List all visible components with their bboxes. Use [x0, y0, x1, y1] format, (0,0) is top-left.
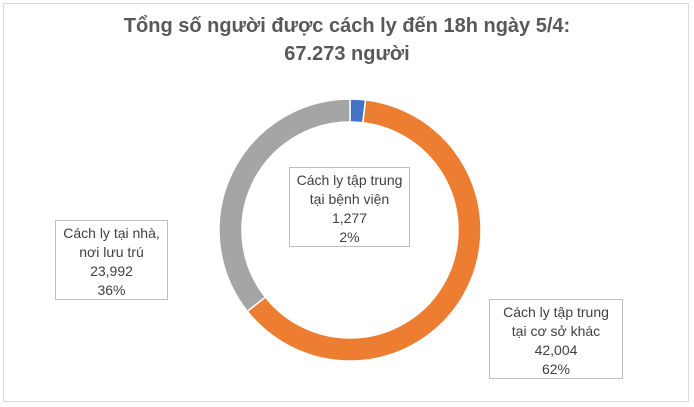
data-label-hospital-line-1: Cách ly tập trung [296, 172, 403, 188]
chart-frame [3, 3, 689, 402]
data-label-hospital-value: 1,277 [331, 210, 368, 226]
data-label-home-percent: 36% [97, 282, 126, 298]
data-label-hospital-percent: 2% [339, 229, 360, 245]
chart-title-line-1: Tổng số người được cách ly đến 18h ngày … [123, 15, 571, 37]
chart-title: Tổng số người được cách ly đến 18h ngày … [0, 12, 694, 68]
data-label-hospital: Cách ly tập trung tại bệnh viện 1,277 2% [289, 167, 410, 247]
data-label-home-line-1: Cách ly tại nhà, [63, 225, 160, 241]
data-label-home: Cách ly tại nhà, nơi lưu trú 23,992 36% [55, 220, 168, 300]
data-label-other-value: 42,004 [534, 342, 578, 358]
chart-title-line-2: 67.273 người [284, 43, 410, 65]
donut-slice-other-facility [246, 99, 482, 362]
data-label-other-line-2: tại cơ sở khác [511, 323, 601, 339]
data-label-hospital-line-2: tại bệnh viện [309, 191, 390, 207]
donut-slice-home [218, 98, 351, 313]
data-label-other-facility: Cách ly tập trung tại cơ sở khác 42,004 … [489, 299, 623, 379]
data-label-other-line-1: Cách ly tập trung [503, 304, 609, 320]
data-label-other-percent: 62% [541, 361, 571, 377]
data-label-home-value: 23,992 [90, 263, 133, 279]
data-label-home-line-2: nơi lưu trú [79, 244, 144, 260]
